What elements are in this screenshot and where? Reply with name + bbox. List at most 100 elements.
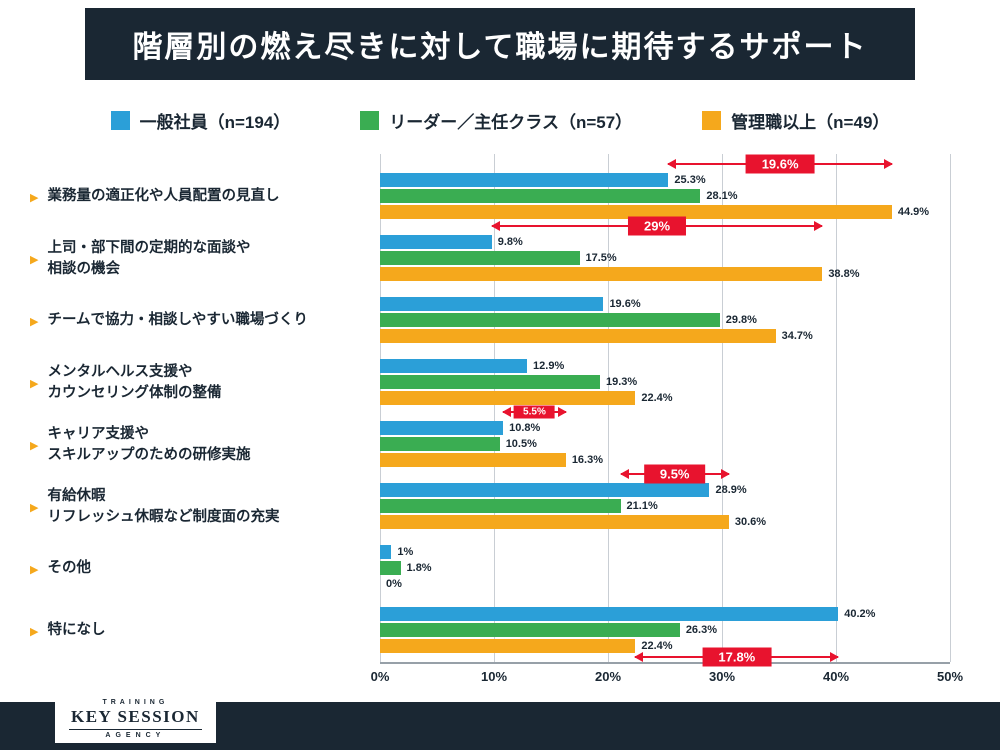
value-label: 25.3% [674,174,706,186]
difference-badge: 19.6% [745,154,815,174]
bar-orange [380,329,776,343]
category-text: 有給休暇 リフレッシュ休暇など制度面の充実 [47,487,280,525]
category-label: ▶ キャリア支援や スキルアップのための研修実施 [30,414,375,476]
bar-blue [380,545,392,559]
category-text: 上司・部下間の定期的な面談や 相談の機会 [47,239,251,277]
page-title: 階層別の燃え尽きに対して職場に期待するサポート [132,31,868,64]
category-text: キャリア支援や スキルアップのための研修実施 [47,425,251,463]
value-label: 44.9% [897,206,930,218]
category-label: ▶ 業務量の適正化や人員配置の見直し [30,166,375,228]
category-bullet-icon: ▶ [30,439,39,452]
bar-blue [380,235,492,249]
bar-orange [380,453,566,467]
legend-swatch-green [360,110,380,130]
legend-label: 一般社員（n=194） [139,112,291,132]
category-bullet-icon: ▶ [30,253,39,266]
bar-blue [380,297,604,311]
bar-blue [380,607,839,621]
arrowhead-left-icon [667,159,677,169]
bar-green [380,437,500,451]
category-text: メンタルヘルス支援や カウンセリング体制の整備 [47,363,222,401]
value-label: 38.8% [828,268,860,280]
value-label: 9.8% [497,236,523,248]
bar-blue [380,173,669,187]
gridline [949,154,951,662]
value-label: 28.1% [706,190,738,202]
x-tick-label: 50% [936,669,964,684]
value-label: 12.9% [533,360,565,372]
legend-item-leader-class: リーダー／主任クラス（n=57） [360,108,632,133]
bar-orange [380,267,823,281]
arrowhead-left-icon [490,221,500,231]
logo-agency-text: AGENCY [105,732,166,739]
arrowhead-right-icon [883,159,893,169]
value-label: 1.8% [406,562,432,574]
difference-annotation: 5.5% [502,405,567,419]
value-label: 16.3% [571,454,604,466]
difference-badge: 5.5% [514,405,555,419]
legend-label: リーダー／主任クラス（n=57） [389,112,633,132]
value-label: 0% [386,578,402,590]
burnout-support-bar-chart: ▶ 業務量の適正化や人員配置の見直し ▶ 上司・部下間の定期的な面談や 相談の機会 ▶ チー… [0,148,1000,704]
bar-blue [380,483,710,497]
bar-green [380,313,720,327]
category-bullet-icon: ▶ [30,315,39,328]
x-tick-label: 10% [480,669,508,684]
x-tick-label: 20% [594,669,622,684]
category-bullet-icon: ▶ [30,563,39,576]
value-label: 30.6% [734,516,767,528]
logo-key-session-text: KEY SESSION [69,706,202,730]
x-axis-line [380,662,950,664]
arrowhead-right-icon [814,221,824,231]
x-tick-label: 40% [822,669,850,684]
category-labels-column: ▶ 業務量の適正化や人員配置の見直し ▶ 上司・部下間の定期的な面談や 相談の機会 ▶ チー… [30,148,375,704]
logo-training-text: TRAINING [102,699,169,706]
bar-blue [380,421,504,435]
legend-swatch-blue [110,110,130,130]
difference-annotation: 19.6% [667,154,893,174]
arrowhead-left-icon [634,652,644,662]
bar-orange [380,639,636,653]
bar-green [380,251,580,265]
gridline [835,154,837,662]
bar-orange [380,205,892,219]
category-text: 業務量の適正化や人員配置の見直し [47,188,280,205]
difference-badge: 9.5% [643,464,706,484]
category-bullet-icon: ▶ [30,625,39,638]
category-label: ▶ 有給休暇 リフレッシュ休暇など制度面の充実 [30,476,375,538]
value-label: 17.5% [585,252,617,264]
arrowhead-left-icon [502,407,512,417]
category-label: ▶ 上司・部下間の定期的な面談や 相談の機会 [30,228,375,290]
plot-area: 0% 10% 20% 30% 40% 50% 25.3% 28.1% 44.9% 9.8% 17.5… [371,148,963,704]
arrowhead-left-icon [619,469,629,479]
category-bullet-icon: ▶ [30,191,39,204]
value-label: 10.8% [509,422,541,434]
arrowhead-right-icon [557,407,567,417]
arrowhead-right-icon [720,469,730,479]
value-label: 28.9% [715,484,747,496]
x-tick-label: 0% [370,669,390,684]
bar-green [380,623,680,637]
category-bullet-icon: ▶ [30,377,39,390]
bar-orange [380,391,636,405]
value-label: 21.1% [626,500,658,512]
value-label: 34.7% [781,330,813,342]
legend-swatch-orange [702,110,722,130]
category-label: ▶ その他 [30,538,375,600]
title-bar: 階層別の燃え尽きに対して職場に期待するサポート [85,8,915,80]
difference-annotation: 29% [490,216,824,236]
value-label: 29.8% [725,314,757,326]
footer-bar: TRAINING KEY SESSION AGENCY [0,694,1000,750]
legend: 一般社員（n=194） リーダー／主任クラス（n=57） 管理職以上（n=49） [0,103,1000,137]
arrowhead-right-icon [830,652,840,662]
legend-item-general-staff: 一般社員（n=194） [110,108,291,133]
category-text: チームで協力・相談しやすい職場づくり [47,312,308,329]
value-label: 40.2% [844,608,876,620]
difference-annotation: 9.5% [619,464,730,484]
bar-blue [380,359,528,373]
gridline [379,154,381,662]
difference-badge: 17.8% [702,647,772,667]
value-label: 19.3% [606,376,638,388]
value-label: 1% [397,546,414,558]
